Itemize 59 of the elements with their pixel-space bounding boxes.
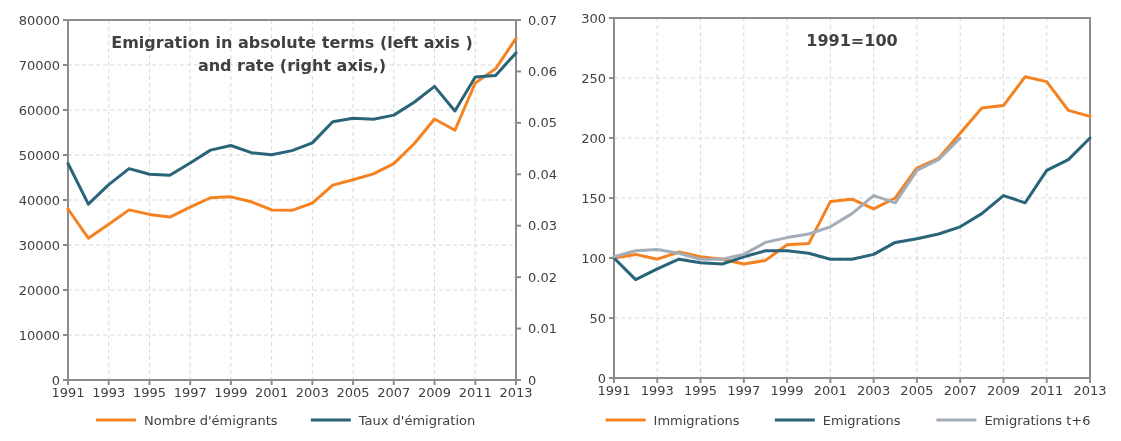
x-tick-label: 2009 bbox=[418, 385, 452, 400]
y-tick-label: 20000 bbox=[18, 282, 60, 298]
y-tick-label: 250 bbox=[581, 70, 606, 86]
x-tick-label: 2003 bbox=[857, 383, 891, 398]
x-tick-label: 2003 bbox=[295, 385, 329, 400]
x-tick-label: 2005 bbox=[336, 385, 370, 400]
line-series bbox=[66, 36, 518, 240]
y-tick-label: 40000 bbox=[18, 192, 60, 208]
y-tick-label: 300 bbox=[581, 10, 606, 26]
x-tick-label: 2013 bbox=[499, 385, 533, 400]
y-tick-label: 70000 bbox=[18, 57, 60, 73]
y-tick-label: 0 bbox=[597, 370, 606, 386]
x-tick-label: 1995 bbox=[684, 383, 718, 398]
y2-tick-label: 0.07 bbox=[528, 12, 557, 28]
x-tick-label: 2013 bbox=[1073, 383, 1107, 398]
legend-label: Nombre d'émigrants bbox=[144, 412, 278, 428]
line-series bbox=[612, 136, 962, 261]
y-tick-label: 10000 bbox=[18, 327, 60, 343]
legend-label: Taux d'émigration bbox=[357, 412, 476, 428]
legend-label: Emigrations bbox=[822, 412, 901, 428]
line-series bbox=[66, 51, 518, 206]
x-tick-label: 2001 bbox=[813, 383, 847, 398]
x-tick-label: 1991 bbox=[597, 383, 631, 398]
y-tick-label: 50000 bbox=[18, 147, 60, 163]
y-tick-label: 150 bbox=[581, 190, 606, 206]
y-tick-label: 80000 bbox=[18, 12, 60, 28]
y2-tick-label: 0.04 bbox=[528, 166, 557, 182]
text: 1991=100 bbox=[806, 31, 898, 50]
y2-tick-label: 0.05 bbox=[528, 115, 557, 131]
y-tick-label: 200 bbox=[581, 130, 606, 146]
y2-tick-label: 0 bbox=[528, 372, 537, 388]
x-tick-label: 2007 bbox=[943, 383, 977, 398]
x-tick-label: 2011 bbox=[1030, 383, 1064, 398]
y2-tick-label: 0.06 bbox=[528, 63, 557, 79]
y2-tick-label: 0.02 bbox=[528, 269, 557, 285]
y-tick-label: 50 bbox=[589, 310, 606, 326]
x-tick-label: 1997 bbox=[727, 383, 761, 398]
y-tick-label: 0 bbox=[51, 372, 60, 388]
x-tick-label: 1991 bbox=[51, 385, 85, 400]
x-tick-label: 1999 bbox=[770, 383, 804, 398]
y-tick-label: 100 bbox=[581, 250, 606, 266]
x-tick-label: 1999 bbox=[214, 385, 248, 400]
x-tick-label: 2005 bbox=[900, 383, 934, 398]
y-tick-label: 30000 bbox=[18, 237, 60, 253]
legend-label: Emigrations t+6 bbox=[984, 412, 1091, 428]
x-tick-label: 1993 bbox=[640, 383, 674, 398]
legend-label: Immigrations bbox=[653, 412, 740, 428]
x-tick-label: 2009 bbox=[986, 383, 1020, 398]
text: Emigration in absolute terms (left axis ) and rate (right axis,) bbox=[111, 33, 473, 75]
x-tick-label: 1993 bbox=[92, 385, 126, 400]
x-tick-label: 2011 bbox=[458, 385, 492, 400]
x-tick-label: 2007 bbox=[377, 385, 411, 400]
line-series bbox=[612, 136, 1092, 282]
y2-tick-label: 0.01 bbox=[528, 321, 557, 337]
y-tick-label: 60000 bbox=[18, 102, 60, 118]
x-tick-label: 2001 bbox=[255, 385, 289, 400]
x-tick-label: 1997 bbox=[173, 385, 207, 400]
x-tick-label: 1995 bbox=[132, 385, 166, 400]
y2-tick-label: 0.03 bbox=[528, 218, 557, 234]
